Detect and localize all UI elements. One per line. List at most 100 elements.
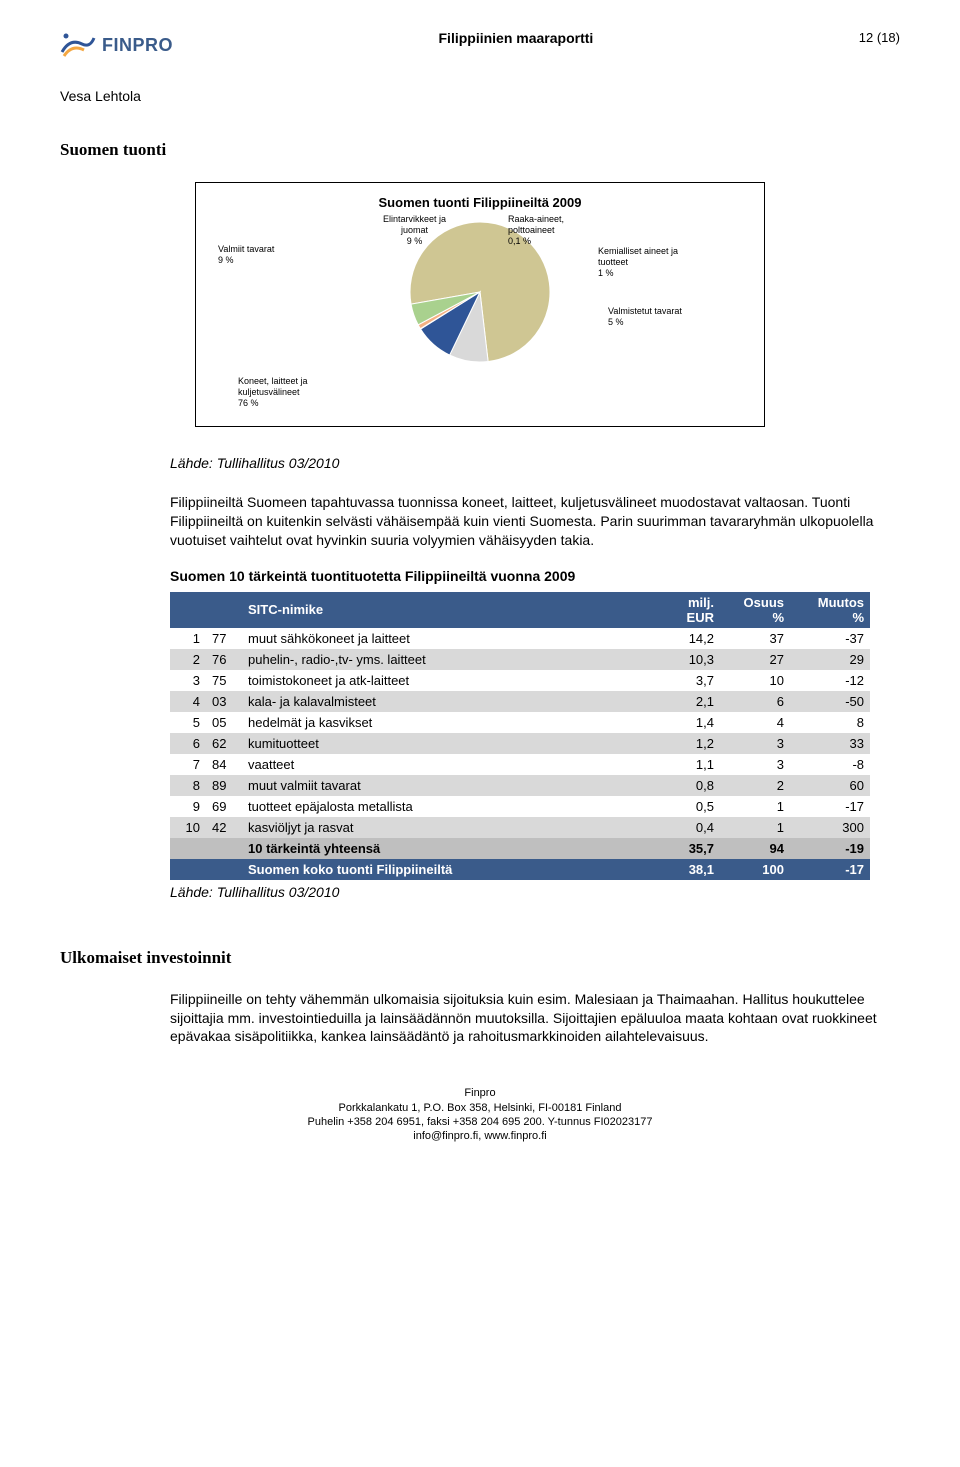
table-cell: 69 — [206, 796, 242, 817]
table-row: 969tuotteet epäjalosta metallista0,51-17 — [170, 796, 870, 817]
table-cell: 1,1 — [640, 754, 720, 775]
table-cell: 2 — [170, 649, 206, 670]
table-row: 177muut sähkökoneet ja laitteet14,237-37 — [170, 628, 870, 649]
table-cell: 94 — [720, 838, 790, 859]
table-cell: -17 — [790, 859, 870, 880]
section-heading-import: Suomen tuonti — [60, 140, 900, 160]
table-cell: puhelin-, radio-,tv- yms. laitteet — [242, 649, 640, 670]
table-cell: 77 — [206, 628, 242, 649]
footer-line2: Porkkalankatu 1, P.O. Box 358, Helsinki,… — [60, 1101, 900, 1115]
table-cell: 76 — [206, 649, 242, 670]
table-cell: vaatteet — [242, 754, 640, 775]
section-heading-invest: Ulkomaiset investoinnit — [60, 948, 900, 968]
table-cell: -50 — [790, 691, 870, 712]
import-table: SITC-nimikemilj.EUROsuus%Muutos%177muut … — [170, 592, 870, 880]
table-cell: 0,4 — [640, 817, 720, 838]
page-number: 12 (18) — [859, 30, 900, 45]
pie-chart-box: Suomen tuonti Filippiineiltä 2009 Koneet… — [195, 182, 765, 427]
table-cell: 6 — [170, 733, 206, 754]
table-row: 505hedelmät ja kasvikset1,448 — [170, 712, 870, 733]
table-row: 784vaatteet1,13-8 — [170, 754, 870, 775]
table-cell: 62 — [206, 733, 242, 754]
table-cell: 35,7 — [640, 838, 720, 859]
chart-label: Valmiit tavarat9 % — [218, 244, 274, 266]
chart-area: Koneet, laitteet jakuljetusvälineet76 %V… — [208, 216, 752, 416]
chart-label: Valmistetut tavarat5 % — [608, 306, 682, 328]
chart-label: Kemialliset aineet jatuotteet1 % — [598, 246, 678, 278]
table-cell: 100 — [720, 859, 790, 880]
table-cell: 3 — [720, 733, 790, 754]
table-header-cell — [206, 592, 242, 628]
table-cell: 3 — [170, 670, 206, 691]
table-summary-row: 10 tärkeintä yhteensä35,794-19 — [170, 838, 870, 859]
table-cell: 3 — [720, 754, 790, 775]
footer-line4: info@finpro.fi, www.finpro.fi — [60, 1129, 900, 1143]
table-header-cell: milj.EUR — [640, 592, 720, 628]
table-cell — [206, 838, 242, 859]
table-cell: -37 — [790, 628, 870, 649]
chart-title: Suomen tuonti Filippiineiltä 2009 — [208, 195, 752, 210]
table-cell: 10 — [720, 670, 790, 691]
table-row: 375toimistokoneet ja atk-laitteet3,710-1… — [170, 670, 870, 691]
table-cell: 29 — [790, 649, 870, 670]
table-cell: -19 — [790, 838, 870, 859]
table-cell: 10,3 — [640, 649, 720, 670]
table-cell: 8 — [790, 712, 870, 733]
table-cell: -12 — [790, 670, 870, 691]
table-cell: 03 — [206, 691, 242, 712]
table-cell: 60 — [790, 775, 870, 796]
table-cell: 10 — [170, 817, 206, 838]
table-cell: 27 — [720, 649, 790, 670]
table-cell: 33 — [790, 733, 870, 754]
table-cell: 6 — [720, 691, 790, 712]
table-cell: 89 — [206, 775, 242, 796]
table-cell: 3,7 — [640, 670, 720, 691]
table-cell: 9 — [170, 796, 206, 817]
table-row: 889muut valmiit tavarat0,8260 — [170, 775, 870, 796]
table-cell: tuotteet epäjalosta metallista — [242, 796, 640, 817]
page-footer: Finpro Porkkalankatu 1, P.O. Box 358, He… — [60, 1086, 900, 1143]
table-cell: 2 — [720, 775, 790, 796]
table-header-cell: Osuus% — [720, 592, 790, 628]
table-cell: kasviöljyt ja rasvat — [242, 817, 640, 838]
table-row: 662kumituotteet1,2333 — [170, 733, 870, 754]
table-cell — [206, 859, 242, 880]
footer-line1: Finpro — [60, 1086, 900, 1100]
table-cell: 4 — [170, 691, 206, 712]
table-header-cell: SITC-nimike — [242, 592, 640, 628]
table-cell: toimistokoneet ja atk-laitteet — [242, 670, 640, 691]
table-cell: hedelmät ja kasvikset — [242, 712, 640, 733]
logo-text: FINPRO — [102, 35, 173, 56]
table-cell: 5 — [170, 712, 206, 733]
doc-title: Filippiinien maaraportti — [439, 30, 594, 46]
table-total-row: Suomen koko tuonti Filippiineiltä38,1100… — [170, 859, 870, 880]
table-cell: kumituotteet — [242, 733, 640, 754]
chart-label: Elintarvikkeet jajuomat9 % — [383, 214, 446, 246]
table-cell: 75 — [206, 670, 242, 691]
table-cell: 1,2 — [640, 733, 720, 754]
table-cell: 05 — [206, 712, 242, 733]
table-header-cell — [170, 592, 206, 628]
table-row: 276puhelin-, radio-,tv- yms. laitteet10,… — [170, 649, 870, 670]
author-name: Vesa Lehtola — [60, 88, 900, 104]
table-cell: 8 — [170, 775, 206, 796]
table-cell: -17 — [790, 796, 870, 817]
table-header-cell: Muutos% — [790, 592, 870, 628]
logo: FINPRO — [60, 30, 173, 60]
table-source: Lähde: Tullihallitus 03/2010 — [170, 884, 900, 900]
table-cell: 7 — [170, 754, 206, 775]
table-cell: 4 — [720, 712, 790, 733]
invest-paragraph: Filippiineille on tehty vähemmän ulkomai… — [170, 990, 900, 1047]
table-cell — [170, 859, 206, 880]
table-row: 403kala- ja kalavalmisteet2,16-50 — [170, 691, 870, 712]
table-cell: 1 — [720, 796, 790, 817]
table-row: 1042kasviöljyt ja rasvat0,41300 — [170, 817, 870, 838]
table-cell: 0,5 — [640, 796, 720, 817]
table-cell: -8 — [790, 754, 870, 775]
table-cell: 300 — [790, 817, 870, 838]
table-cell: 1,4 — [640, 712, 720, 733]
table-cell: kala- ja kalavalmisteet — [242, 691, 640, 712]
table-cell — [170, 838, 206, 859]
table-cell: 42 — [206, 817, 242, 838]
footer-line3: Puhelin +358 204 6951, faksi +358 204 69… — [60, 1115, 900, 1129]
